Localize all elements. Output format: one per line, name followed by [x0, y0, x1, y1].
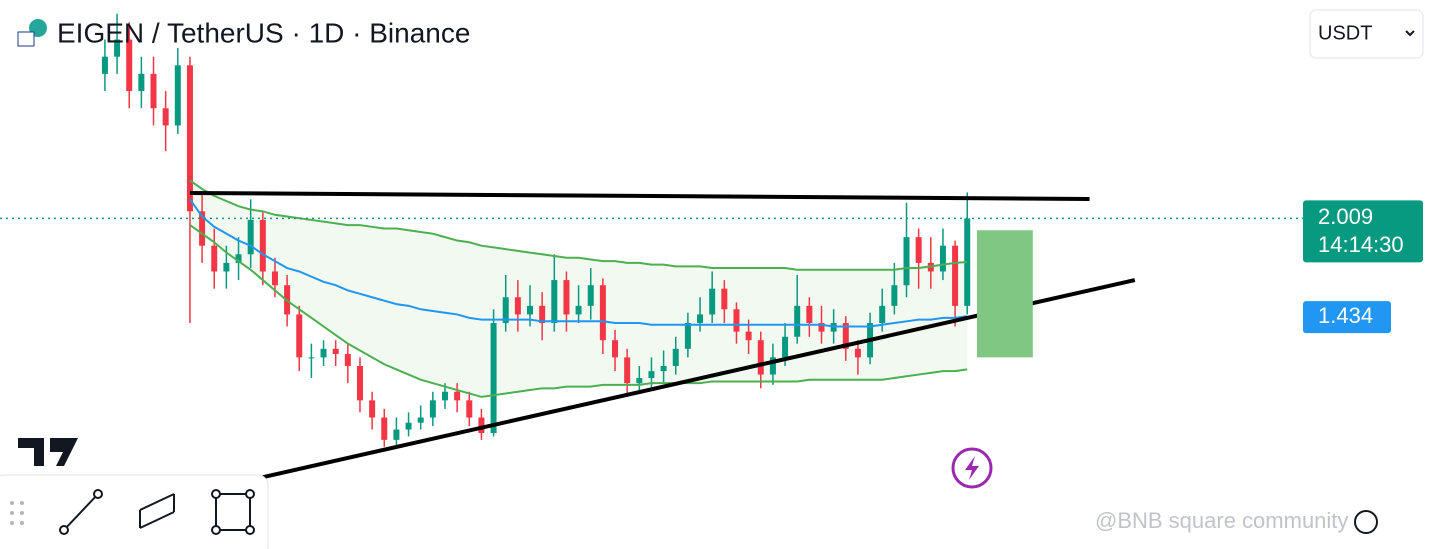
candle-body: [769, 357, 776, 375]
axis: 14:14:30 2.009 1.434: [1303, 200, 1423, 334]
candle-body: [356, 365, 363, 401]
candle-body: [697, 314, 704, 324]
candle-body: [429, 400, 436, 418]
candle-body: [381, 417, 388, 440]
candle-body: [527, 305, 534, 315]
candle-body: [405, 422, 412, 430]
candle-body: [126, 39, 133, 92]
candle-body: [454, 391, 461, 401]
candle-body: [612, 340, 619, 358]
candle-body: [782, 336, 789, 358]
tool-rectangle[interactable]: [211, 489, 255, 535]
candle-body: [235, 254, 242, 263]
candle-body: [879, 305, 886, 324]
indicator-line: [189, 179, 968, 271]
candle-body: [587, 285, 594, 306]
candle-body: [684, 323, 691, 349]
candle-body: [417, 417, 424, 423]
candle-body: [101, 56, 108, 74]
candle-body: [514, 297, 521, 315]
candle-body: [903, 237, 910, 286]
candle-body: [818, 323, 825, 332]
candle-body: [915, 237, 922, 263]
candle-body: [575, 305, 582, 315]
candle-body: [150, 73, 157, 109]
candle-body: [660, 365, 667, 372]
candle-body: [854, 348, 861, 358]
candle-body: [332, 348, 339, 354]
countdown: 14:14:30: [1318, 232, 1404, 257]
candle-body: [199, 211, 206, 246]
watermark: @BNB square community: [1095, 508, 1348, 533]
tool-channel[interactable]: [139, 493, 175, 529]
candle-body: [369, 400, 376, 418]
candle-body: [563, 280, 570, 315]
candle-body: [223, 262, 230, 272]
price-box: [1303, 200, 1423, 263]
candle-body: [733, 309, 740, 332]
candle-body: [648, 371, 655, 379]
chevron: [1405, 30, 1415, 37]
candle-body: [539, 305, 546, 324]
candle-body: [939, 245, 946, 272]
settings-icon[interactable]: [1354, 510, 1378, 534]
candle-body: [672, 348, 679, 366]
candle-body: [624, 357, 631, 384]
candle-body: [466, 400, 473, 418]
candle-body: [162, 108, 169, 126]
candle-body: [138, 73, 145, 92]
candle-body: [891, 285, 898, 306]
candle-body: [344, 353, 351, 366]
tool-trendline[interactable]: [59, 489, 103, 535]
currency-button[interactable]: [1309, 9, 1424, 59]
currency-label[interactable]: USDT: [1318, 22, 1372, 44]
candle-body: [842, 323, 849, 349]
candle-body: [636, 378, 643, 384]
candle-body: [757, 340, 764, 375]
bolt: [965, 456, 979, 480]
candle-body: [271, 271, 278, 286]
candle-body: [114, 39, 121, 57]
exchange-icon: [17, 31, 35, 47]
drawing-toolbar: [0, 474, 269, 549]
price-label: 1.434: [1318, 303, 1373, 328]
toolbar-grip: [10, 501, 24, 525]
candle-body: [247, 219, 254, 255]
candle-body: [441, 391, 448, 401]
plot: [101, 13, 971, 447]
overlay: [0, 190, 1303, 480]
candle-body: [174, 65, 181, 126]
tv-logo: [18, 438, 78, 466]
candle-body: [952, 245, 959, 306]
candle-body: [186, 65, 193, 212]
candle-body: [320, 348, 327, 358]
candle-body: [551, 280, 558, 324]
candle-body: [296, 314, 303, 358]
chart-title: EIGEN / TetherUS · 1D · Binance: [57, 17, 470, 48]
indicator-line: [189, 224, 968, 398]
candle-body: [478, 417, 485, 433]
candle-body: [502, 297, 509, 324]
candle-body: [794, 305, 801, 337]
candle-body: [806, 305, 813, 324]
target-box: [976, 230, 1033, 358]
candle-body: [490, 323, 497, 433]
candle-body: [259, 219, 266, 272]
price-box: [1303, 301, 1391, 334]
trendline: [189, 190, 1090, 201]
candle-body: [745, 331, 752, 341]
candle-body: [721, 288, 728, 310]
candle-body: [599, 285, 606, 341]
candle-body: [393, 429, 400, 440]
price-label: 2.009: [1318, 204, 1373, 229]
candle-body: [308, 357, 315, 359]
candle-body: [709, 288, 716, 315]
candle-body: [211, 245, 218, 272]
indicator-line: [189, 198, 968, 328]
